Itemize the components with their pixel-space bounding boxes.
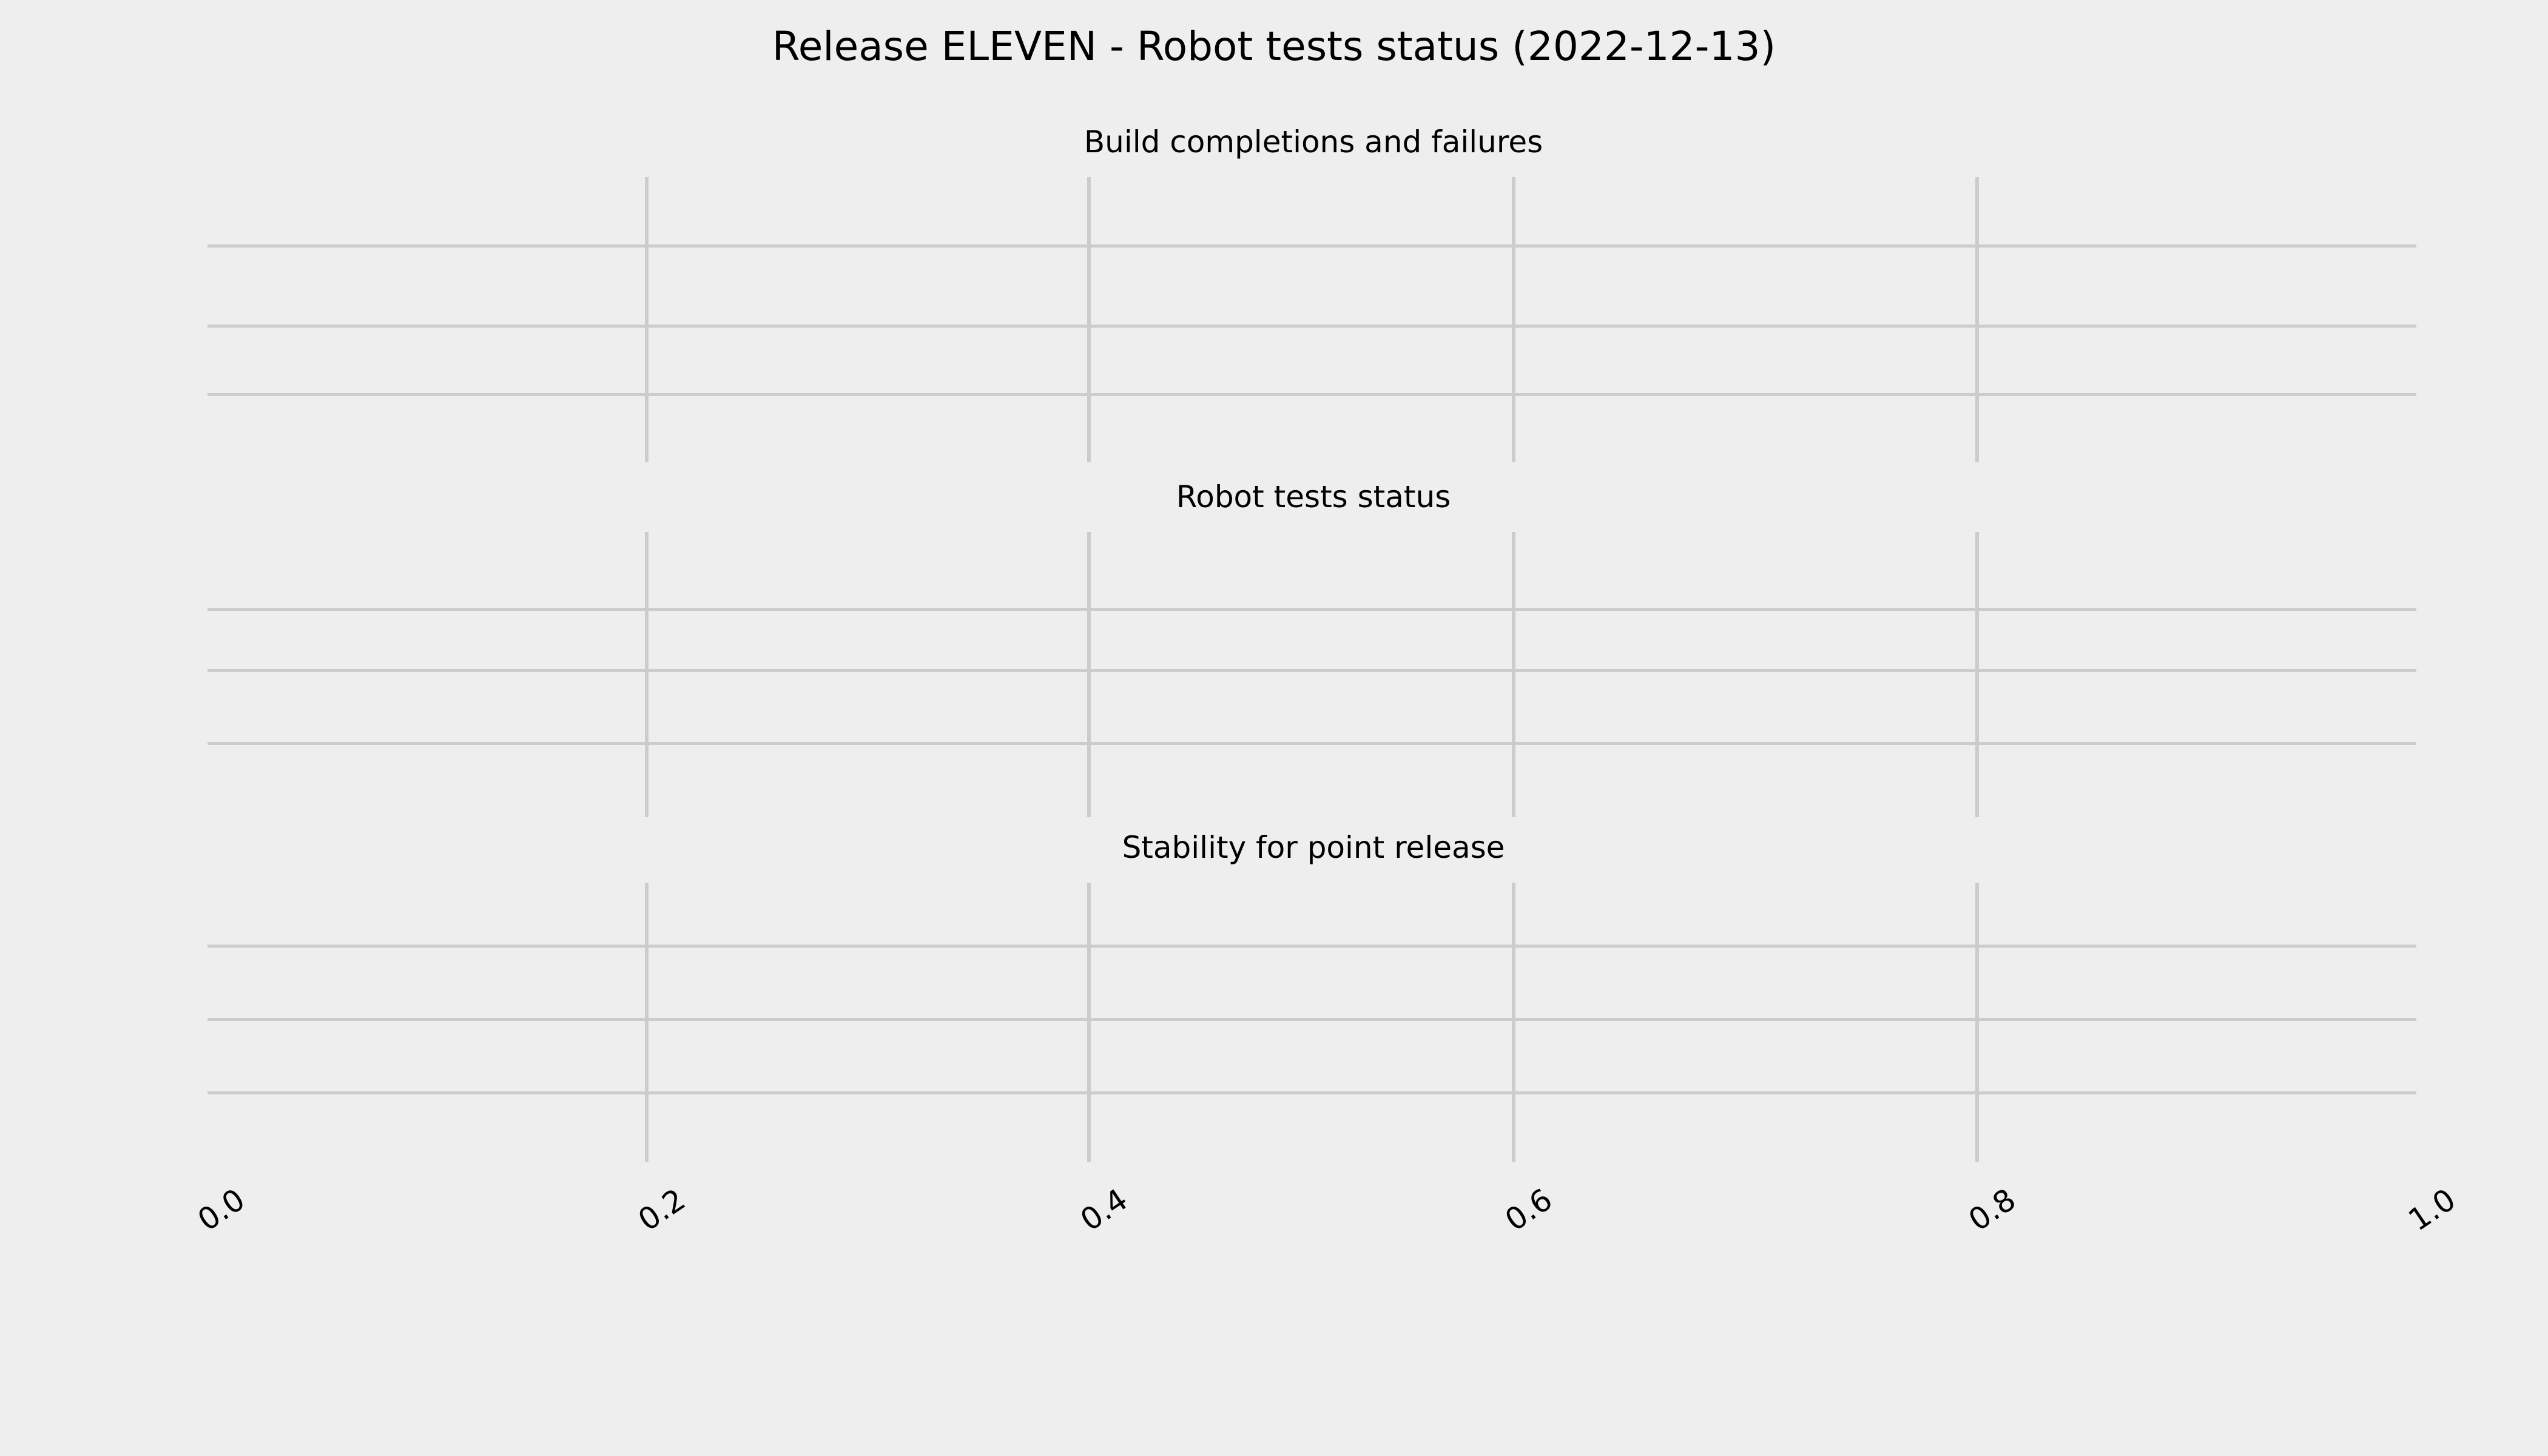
x-tick-label-0: 0.0 [191,1182,251,1238]
vertical-gridline-0.6 [1512,532,1515,817]
axes-build-completions [207,177,2416,462]
vertical-gridline-0.6 [1512,177,1515,462]
vertical-gridline-0.6 [1512,883,1515,1162]
axes-stability-point-release [207,883,2416,1162]
vertical-gridline-0.8 [1975,532,1979,817]
vertical-gridline-0.4 [1087,532,1091,817]
vertical-gridline-0.8 [1975,177,1979,462]
horizontal-gridline-3 [207,742,2416,745]
horizontal-gridline-1 [207,945,2416,948]
vertical-gridline-0.8 [1975,883,1979,1162]
subplot-title-robot-tests-status: Robot tests status [1176,479,1451,514]
subplot-title-stability-point-release: Stability for point release [1122,830,1505,865]
horizontal-gridline-3 [207,393,2416,396]
vertical-gridline-0.4 [1087,177,1091,462]
horizontal-gridline-1 [207,608,2416,611]
x-tick-label-2: 0.4 [1074,1182,1134,1238]
horizontal-gridline-2 [207,669,2416,672]
subplot-title-build-completions: Build completions and failures [1084,124,1543,160]
figure-suptitle: Release ELEVEN - Robot tests status (202… [772,23,1776,70]
horizontal-gridline-1 [207,244,2416,248]
x-tick-label-4: 0.8 [1962,1182,2022,1238]
x-tick-label-5: 1.0 [2402,1182,2462,1238]
vertical-gridline-0.2 [645,532,649,817]
horizontal-gridline-2 [207,325,2416,328]
vertical-gridline-0.4 [1087,883,1091,1162]
axes-robot-tests-status [207,532,2416,817]
vertical-gridline-0.2 [645,883,649,1162]
horizontal-gridline-3 [207,1091,2416,1094]
horizontal-gridline-2 [207,1018,2416,1021]
x-tick-label-3: 0.6 [1498,1182,1559,1238]
x-tick-label-1: 0.2 [632,1182,692,1238]
vertical-gridline-0.2 [645,177,649,462]
